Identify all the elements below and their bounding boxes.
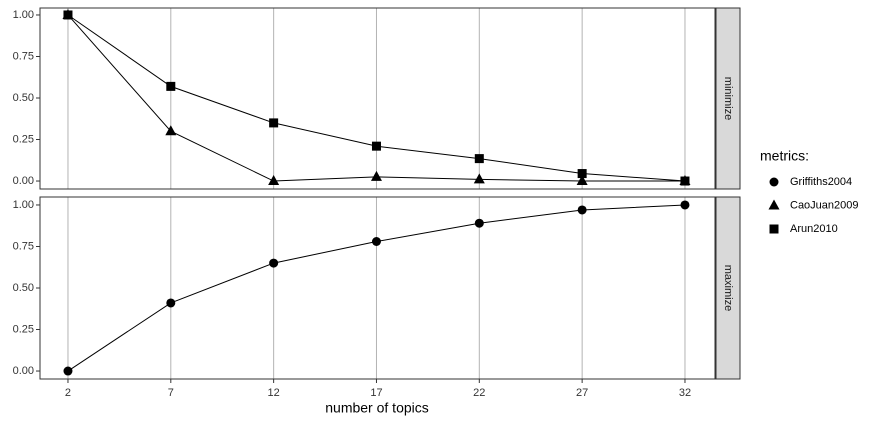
x-tick-label: 7: [168, 387, 174, 399]
point: [268, 175, 280, 186]
strip-label: minimize: [722, 77, 734, 120]
point: [165, 125, 177, 136]
y-tick-label: 1.00: [13, 199, 34, 211]
y-tick-label: 1.00: [13, 9, 34, 21]
y-tick-label: 0.75: [13, 240, 34, 252]
x-tick-label: 12: [268, 387, 280, 399]
strip: [715, 7, 741, 190]
point: [473, 173, 485, 184]
panel-border: [39, 7, 716, 190]
x-tick-label: 27: [576, 387, 588, 399]
point: [166, 298, 176, 308]
y-tick-label: 0.00: [13, 175, 34, 187]
y-tick-label: 0.00: [13, 365, 34, 377]
legend-key: [769, 177, 779, 187]
y-tick-label: 0.75: [13, 50, 34, 62]
legend-key: [769, 224, 779, 234]
point: [269, 258, 279, 268]
point: [371, 237, 381, 247]
point: [577, 205, 587, 215]
point: [577, 169, 587, 179]
legend-label: Arun2010: [790, 223, 838, 235]
strip-label: maximize: [722, 265, 734, 311]
point: [269, 118, 279, 128]
point: [474, 154, 484, 164]
legend-key: [768, 199, 780, 210]
point: [63, 366, 73, 376]
point: [680, 176, 690, 186]
x-tick-label: 17: [370, 387, 382, 399]
y-tick-label: 0.50: [13, 282, 34, 294]
point: [474, 218, 484, 228]
legend-label: Griffiths2004: [790, 176, 852, 188]
point: [576, 175, 588, 186]
x-tick-label: 32: [679, 387, 691, 399]
point: [370, 170, 382, 181]
legend-label: CaoJuan2009: [790, 199, 859, 211]
point: [63, 10, 73, 20]
y-tick-label: 0.50: [13, 92, 34, 104]
x-tick-label: 22: [473, 387, 485, 399]
point: [371, 141, 381, 151]
point: [166, 81, 176, 91]
point: [680, 200, 690, 210]
legend-title: metrics:: [760, 148, 809, 164]
panel-border: [39, 196, 716, 380]
strip: [715, 196, 741, 380]
y-tick-label: 0.25: [13, 323, 34, 335]
x-axis-title: number of topics: [325, 400, 429, 416]
y-tick-label: 0.25: [13, 133, 34, 145]
x-tick-label: 2: [65, 387, 71, 399]
